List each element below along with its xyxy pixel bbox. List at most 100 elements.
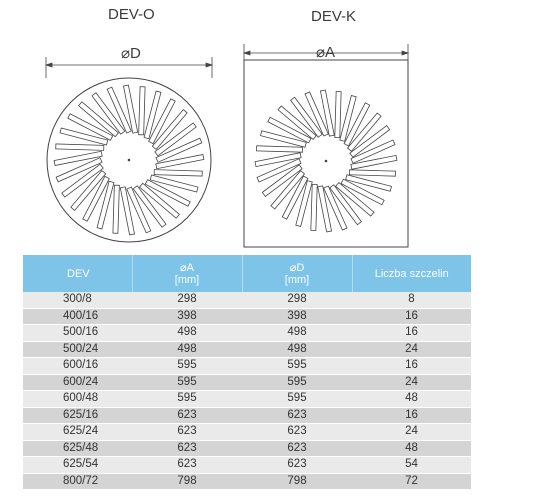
dev-k-diffuser xyxy=(243,59,409,248)
dev-k-slot xyxy=(334,91,342,139)
dev-k-slot xyxy=(346,112,382,152)
table-row: 625/48 623 623 48 xyxy=(23,440,471,457)
dev-k-slot xyxy=(256,158,302,183)
header-slots-label: Liczba szczelin xyxy=(374,267,449,280)
dev-o-slot xyxy=(143,90,162,140)
cell-a: 498 xyxy=(132,324,242,342)
cell-d: 623 xyxy=(242,440,352,457)
dev-o-slot xyxy=(70,169,107,211)
cell-dev: 800/72 xyxy=(23,473,132,490)
table-row: 625/54 623 623 54 xyxy=(23,456,471,474)
dev-k-slot xyxy=(281,175,309,220)
dev-k-slot xyxy=(270,170,306,210)
cell-slots: 24 xyxy=(352,341,471,358)
cell-dev: 625/16 xyxy=(23,407,132,424)
cell-d: 623 xyxy=(242,456,352,474)
dev-o-slot xyxy=(53,150,103,166)
cell-slots: 48 xyxy=(352,390,471,408)
dev-k-slots xyxy=(254,89,398,233)
header-d-label: ⌀D xyxy=(289,261,305,274)
table-row: 625/16 623 623 16 xyxy=(23,407,471,424)
header-d: ⌀D [mm] xyxy=(242,255,353,292)
dev-o-slot xyxy=(112,184,120,234)
cell-dev: 625/24 xyxy=(23,423,132,441)
dev-k-dimension-label: ⌀A xyxy=(316,44,335,61)
dev-o-slot xyxy=(153,169,203,177)
cell-dev: 625/54 xyxy=(23,456,132,474)
cell-d: 398 xyxy=(242,308,352,325)
dev-k-slot xyxy=(254,152,302,168)
dev-k-slot xyxy=(339,95,357,142)
dev-o-dimension xyxy=(44,57,214,78)
dev-k-slot xyxy=(349,125,391,158)
cell-d: 798 xyxy=(242,473,352,490)
cell-a: 298 xyxy=(132,292,242,309)
table-row: 600/24 595 595 24 xyxy=(23,374,471,391)
dev-o-slot xyxy=(55,143,105,151)
cell-d: 498 xyxy=(242,324,352,342)
header-d-unit: [mm] xyxy=(284,273,310,286)
dev-o-slot xyxy=(78,101,120,138)
cell-slots: 8 xyxy=(352,292,471,309)
cell-a: 798 xyxy=(132,473,242,490)
header-dev-label: DEV xyxy=(67,267,90,280)
cell-d: 595 xyxy=(242,374,352,391)
dev-o-slot xyxy=(138,86,146,136)
dev-k-slot xyxy=(335,181,375,217)
cell-slots: 24 xyxy=(352,423,471,441)
dev-o-slot xyxy=(82,175,110,222)
cell-a: 595 xyxy=(132,357,242,375)
dev-k-slot xyxy=(290,96,323,138)
header-a-unit: [mm] xyxy=(174,273,200,286)
cell-d: 595 xyxy=(242,390,352,408)
dev-o-slot xyxy=(126,186,152,234)
dev-k-slot xyxy=(329,184,362,226)
dev-o-slot xyxy=(59,127,109,146)
dev-o-slot xyxy=(106,86,132,134)
cell-slots: 16 xyxy=(352,357,471,375)
table-row: 500/24 498 498 24 xyxy=(23,341,471,358)
header-a-label: ⌀A xyxy=(180,261,194,274)
dev-k-slot xyxy=(343,102,371,147)
dev-o-slot xyxy=(91,92,126,135)
cell-a: 623 xyxy=(132,456,242,474)
table-row: 300/8 298 298 8 xyxy=(23,292,471,309)
dev-o-slot xyxy=(123,84,139,134)
cell-a: 595 xyxy=(132,390,242,408)
cell-dev: 600/24 xyxy=(23,374,132,391)
cell-slots: 16 xyxy=(352,324,471,342)
specification-table: DEV ⌀A [mm] ⌀D [mm] Liczba szczelin 300/… xyxy=(23,255,471,490)
dev-k-slot xyxy=(345,174,392,192)
cell-d: 498 xyxy=(242,341,352,358)
header-slots: Liczba szczelin xyxy=(352,255,471,292)
dev-o-slot xyxy=(155,154,205,170)
cell-d: 623 xyxy=(242,407,352,424)
dev-k-slot xyxy=(267,116,312,144)
dev-k-slot xyxy=(340,178,385,206)
dev-k-slot xyxy=(277,105,317,141)
dev-o-slot xyxy=(154,122,197,157)
cell-dev: 500/24 xyxy=(23,341,132,358)
dev-o-slot xyxy=(149,174,199,193)
dev-o-slot xyxy=(132,185,167,228)
technical-drawings: ⌀D ⌀A xyxy=(44,44,410,248)
dev-o-diffuser xyxy=(46,77,212,243)
dev-o-title: DEV-O xyxy=(108,6,155,23)
dev-k-title: DEV-K xyxy=(311,8,357,25)
dev-o-slot xyxy=(96,180,115,230)
dev-o-slot xyxy=(67,113,114,141)
cell-dev: 500/16 xyxy=(23,324,132,342)
table-row: 600/16 595 595 16 xyxy=(23,357,471,375)
dev-k-dimension xyxy=(242,44,410,60)
dev-k-slot xyxy=(323,185,348,231)
dev-k-slot xyxy=(317,185,333,233)
cell-dev: 400/16 xyxy=(23,308,132,325)
dev-k-slot xyxy=(256,145,304,153)
cell-slots: 72 xyxy=(352,473,471,490)
table-body: 300/8 298 298 8 400/16 398 398 16 500/16 498 498 16… xyxy=(23,292,471,490)
cell-slots: 16 xyxy=(352,407,471,424)
cell-a: 595 xyxy=(132,374,242,391)
dev-o-slot xyxy=(119,186,135,236)
dev-k-slot xyxy=(304,91,329,137)
header-dev: DEV xyxy=(23,255,133,292)
